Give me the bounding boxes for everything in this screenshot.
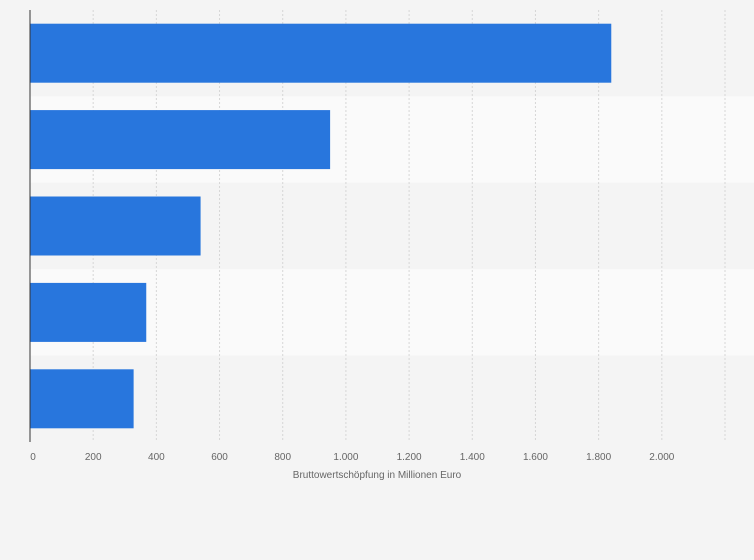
- x-tick-label: 1.600: [523, 452, 548, 463]
- x-tick-label: 2.000: [649, 452, 674, 463]
- row-bands: [30, 10, 754, 442]
- x-tick-label: 1.800: [586, 452, 611, 463]
- x-axis-title: Bruttowertschöpfung in Millionen Euro: [293, 470, 462, 481]
- bar[interactable]: [30, 23, 612, 83]
- x-tick-label: 800: [274, 452, 291, 463]
- bar[interactable]: [30, 369, 134, 429]
- x-tick-label: 600: [211, 452, 228, 463]
- x-tick-labels: 0 200 400 600 800 1.000 1.200 1.400 1.600 1.800 2.…: [30, 452, 675, 463]
- row-band: [30, 355, 754, 442]
- bars: [30, 23, 612, 429]
- x-tick-label: 0: [30, 452, 36, 463]
- x-tick-label: 1.200: [397, 452, 422, 463]
- x-tick-label: 400: [148, 452, 165, 463]
- x-tick-label: 200: [85, 452, 102, 463]
- x-tick-label: 1.400: [460, 452, 485, 463]
- bar[interactable]: [30, 110, 331, 170]
- x-tick-label: 1.000: [333, 452, 358, 463]
- row-band: [30, 269, 754, 356]
- bar[interactable]: [30, 282, 147, 342]
- bar[interactable]: [30, 196, 201, 256]
